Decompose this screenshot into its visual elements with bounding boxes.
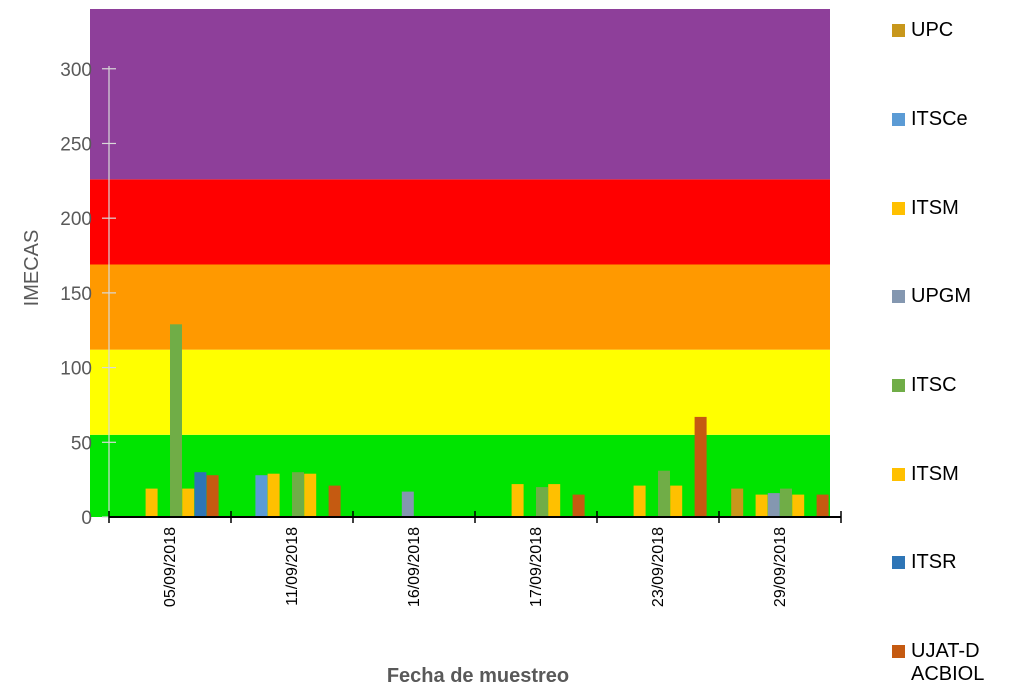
bar-ujat-dacbiol-5 [816,494,829,517]
y-axis-title: IMECAS [21,230,43,307]
legend-item-5: ITSM [892,463,991,486]
legend-label: UPC [911,19,954,41]
y-tick-labels: 0 50 100 150 200 250 300 [60,60,92,529]
x-tick-label-3: 17/09/2018 [528,527,545,607]
bar-upgm-2 [401,491,414,517]
chart-svg: 0 50 100 150 200 250 300 05/09/2018 11/09/2018 1… [21,9,842,687]
legend-swatch [892,202,905,215]
bar-itsc-4 [658,470,670,517]
legend-item-4: ITSC [892,374,991,397]
bar-itsm-5 [755,494,768,517]
bar-ujat-dacbiol-4 [694,416,707,517]
bar-itsm-5 [792,494,805,517]
bar-itsm-4 [670,485,683,517]
x-tick-label-2: 16/09/2018 [406,527,423,607]
bar-itsm-0 [182,488,195,517]
bar-itsm-4 [633,485,646,517]
y-tick-label-3: 150 [60,284,92,305]
bar-itsc-1 [292,472,304,517]
axes-group [102,66,842,523]
bar-itsc-0 [170,324,182,517]
bar-upc-5 [731,488,744,517]
legend-label: ITSR [911,551,957,573]
band-2 [90,264,830,350]
legend-label: ITSM [911,197,959,219]
x-tick-label-1: 11/09/2018 [284,527,301,606]
legend-swatch [892,468,905,481]
x-axis-title: Fecha de muestreo [387,665,569,687]
legend-label: ITSC [911,374,957,396]
bar-itsc-5 [780,488,792,517]
legend-item-7: UJAT-DACBIOL [892,640,991,686]
legend-label: UJAT-DACBIOL [911,640,985,685]
bar-ujat-dacbiol-1 [328,485,341,517]
legend-swatch [892,113,905,126]
x-tick-label-5: 29/09/2018 [772,527,789,607]
x-tick-label-4: 23/09/2018 [650,527,667,607]
bar-itsm-1 [267,473,280,517]
y-tick-label-6: 300 [60,60,92,81]
y-tick-label-5: 250 [60,134,92,155]
legend-swatch [892,645,905,658]
band-1 [90,349,830,435]
legend-item-3: UPGM [892,285,991,308]
bar-itsr-0 [194,472,207,517]
legend-swatch [892,556,905,569]
bar-itsm-1 [304,473,317,517]
bar-itsm-0 [145,488,158,517]
band-4 [90,9,830,180]
legend-swatch [892,24,905,37]
y-tick-label-0: 0 [81,508,92,529]
legend-item-2: ITSM [892,197,991,220]
y-tick-label-2: 100 [60,359,92,380]
bar-ujat-dacbiol-3 [572,494,585,517]
aqi-bands [90,9,830,517]
legend: UPC ITSCe ITSM UPGM ITSC ITSM ITSR UJAT-DACBIOL [892,0,1011,694]
bar-itsm-3 [511,484,524,517]
bar-itsce-1 [255,475,268,517]
bar-ujat-dacbiol-0 [206,475,219,517]
y-tick-label-1: 50 [71,433,92,454]
legend-label: ITSCe [911,108,968,130]
legend-item-1: ITSCe [892,108,991,131]
bar-itsm-3 [548,484,561,517]
legend-label: ITSM [911,463,959,485]
bar-upgm-5 [767,493,780,517]
legend-item-6: ITSR [892,551,991,574]
bars-group [145,324,829,517]
legend-item-0: UPC [892,19,991,42]
legend-label: UPGM [911,285,971,307]
band-3 [90,179,830,265]
legend-swatch [892,379,905,392]
legend-swatch [892,290,905,303]
y-tick-label-4: 200 [60,209,92,230]
x-tick-labels: 05/09/2018 11/09/2018 16/09/2018 17/09/2018… [162,527,789,607]
x-tick-label-0: 05/09/2018 [162,527,179,607]
bar-itsc-3 [536,487,548,517]
